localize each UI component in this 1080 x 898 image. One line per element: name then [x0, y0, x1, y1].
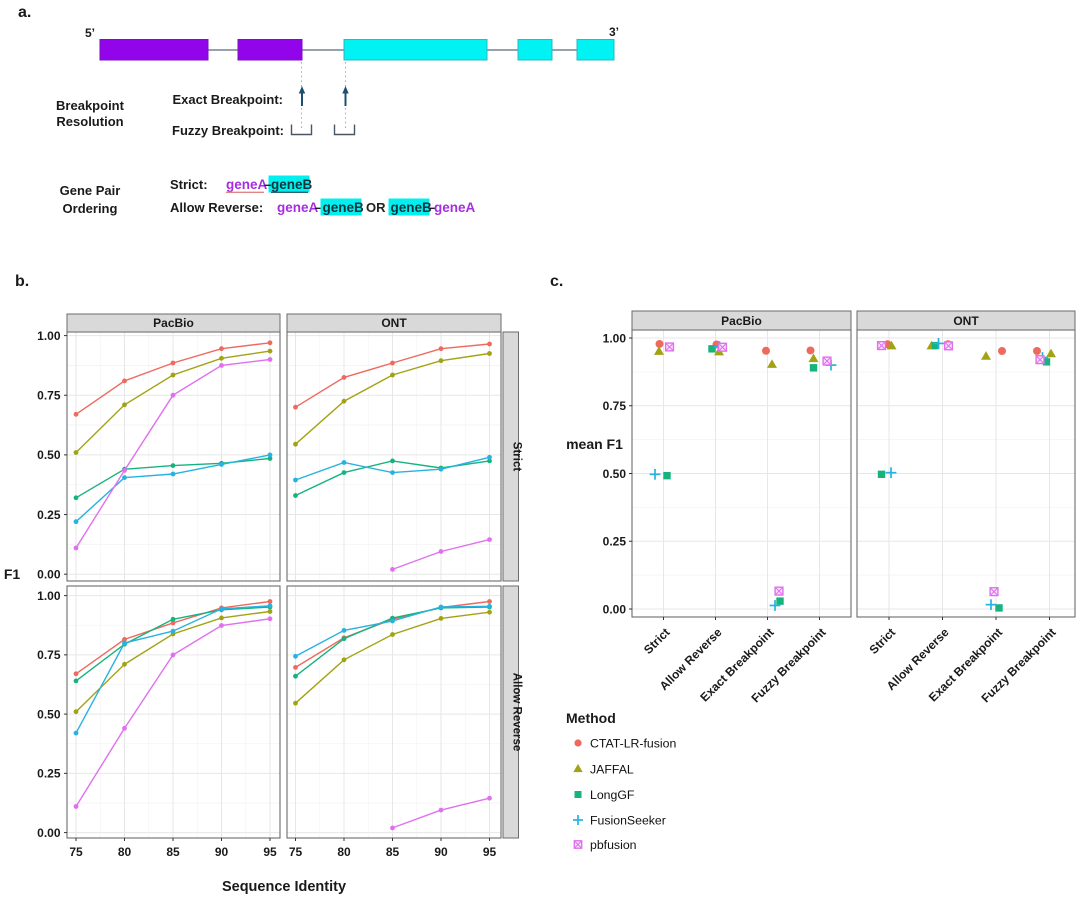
svg-text:mean F1: mean F1	[566, 436, 623, 452]
svg-text:0.75: 0.75	[603, 399, 627, 413]
svg-text:LongGF: LongGF	[590, 788, 635, 802]
svg-text:80: 80	[118, 845, 132, 859]
svg-text:Strict:: Strict:	[170, 177, 208, 192]
svg-text:3’: 3’	[609, 25, 619, 39]
svg-text:geneB: geneB	[271, 177, 313, 192]
svg-text:ONT: ONT	[953, 314, 979, 328]
svg-text:95: 95	[263, 845, 277, 859]
svg-text:–: –	[428, 200, 436, 215]
svg-text:a.: a.	[18, 4, 31, 21]
svg-text:geneA: geneA	[226, 177, 268, 192]
svg-text:85: 85	[166, 845, 180, 859]
svg-text:Resolution: Resolution	[56, 114, 123, 129]
svg-text:pbfusion: pbfusion	[590, 838, 637, 852]
svg-text:Fuzzy Breakpoint:: Fuzzy Breakpoint:	[172, 123, 284, 138]
svg-text:90: 90	[215, 845, 229, 859]
svg-text:5’: 5’	[85, 26, 95, 40]
svg-text:0.25: 0.25	[37, 767, 61, 781]
svg-text:Gene Pair: Gene Pair	[60, 183, 121, 198]
svg-text:0.00: 0.00	[37, 568, 61, 582]
svg-text:Allow Reverse:: Allow Reverse:	[170, 200, 263, 215]
svg-text:Sequence Identity: Sequence Identity	[222, 879, 346, 895]
svg-text:0.50: 0.50	[37, 707, 61, 721]
svg-text:geneB: geneB	[391, 200, 433, 215]
svg-text:OR: OR	[366, 200, 386, 215]
svg-text:1.00: 1.00	[603, 331, 627, 345]
svg-text:90: 90	[434, 845, 448, 859]
svg-text:c.: c.	[550, 273, 563, 290]
svg-text:0.50: 0.50	[603, 467, 627, 481]
svg-text:CTAT-LR-fusion: CTAT-LR-fusion	[590, 737, 676, 751]
svg-text:Exact Breakpoint:: Exact Breakpoint:	[172, 92, 283, 107]
svg-text:Strict: Strict	[511, 442, 523, 472]
svg-text:Method: Method	[566, 710, 616, 726]
svg-text:95: 95	[483, 845, 497, 859]
svg-text:ONT: ONT	[381, 316, 407, 330]
svg-text:0.25: 0.25	[37, 508, 61, 522]
svg-text:80: 80	[337, 845, 351, 859]
svg-text:FusionSeeker: FusionSeeker	[590, 814, 666, 828]
svg-text:–: –	[264, 177, 272, 192]
svg-text:Ordering: Ordering	[63, 201, 118, 216]
svg-text:b.: b.	[15, 273, 29, 290]
svg-text:0.75: 0.75	[37, 648, 61, 662]
svg-text:85: 85	[386, 845, 400, 859]
svg-text:geneA: geneA	[277, 200, 319, 215]
svg-text:PacBio: PacBio	[153, 316, 194, 330]
svg-text:geneB: geneB	[323, 200, 365, 215]
svg-text:Allow Reverse: Allow Reverse	[511, 673, 523, 752]
svg-text:geneA: geneA	[434, 200, 476, 215]
svg-text:Breakpoint: Breakpoint	[56, 98, 125, 113]
svg-text:0.00: 0.00	[603, 602, 627, 616]
svg-text:F1: F1	[4, 566, 21, 582]
svg-text:PacBio: PacBio	[721, 314, 762, 328]
svg-text:0.75: 0.75	[37, 389, 61, 403]
svg-text:0.00: 0.00	[37, 826, 61, 840]
svg-text:–: –	[315, 200, 323, 215]
svg-text:0.25: 0.25	[603, 535, 627, 549]
svg-text:75: 75	[289, 845, 303, 859]
svg-text:75: 75	[69, 845, 83, 859]
svg-text:JAFFAL: JAFFAL	[590, 763, 634, 777]
svg-text:1.00: 1.00	[37, 329, 61, 343]
svg-text:0.50: 0.50	[37, 448, 61, 462]
svg-text:1.00: 1.00	[37, 589, 61, 603]
